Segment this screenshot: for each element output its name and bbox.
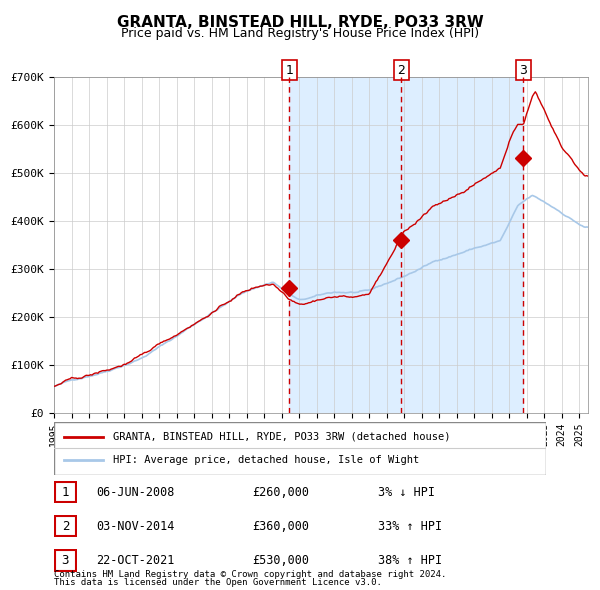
FancyBboxPatch shape <box>55 482 76 502</box>
Text: 2: 2 <box>397 64 406 77</box>
Text: 1: 1 <box>286 64 293 77</box>
Text: 06-JUN-2008: 06-JUN-2008 <box>96 486 175 499</box>
Text: 33% ↑ HPI: 33% ↑ HPI <box>378 520 442 533</box>
FancyBboxPatch shape <box>55 516 76 536</box>
Text: GRANTA, BINSTEAD HILL, RYDE, PO33 3RW: GRANTA, BINSTEAD HILL, RYDE, PO33 3RW <box>116 15 484 30</box>
Text: 03-NOV-2014: 03-NOV-2014 <box>96 520 175 533</box>
Bar <box>289 77 523 413</box>
Text: 3: 3 <box>520 64 527 77</box>
Text: £360,000: £360,000 <box>252 520 309 533</box>
Text: £260,000: £260,000 <box>252 486 309 499</box>
Text: This data is licensed under the Open Government Licence v3.0.: This data is licensed under the Open Gov… <box>54 578 382 587</box>
Text: 3% ↓ HPI: 3% ↓ HPI <box>378 486 435 499</box>
Text: £530,000: £530,000 <box>252 554 309 567</box>
FancyBboxPatch shape <box>55 550 76 571</box>
Text: 1: 1 <box>62 486 69 499</box>
Text: 38% ↑ HPI: 38% ↑ HPI <box>378 554 442 567</box>
Text: HPI: Average price, detached house, Isle of Wight: HPI: Average price, detached house, Isle… <box>113 455 419 465</box>
Text: 22-OCT-2021: 22-OCT-2021 <box>96 554 175 567</box>
FancyBboxPatch shape <box>54 422 546 475</box>
Text: Contains HM Land Registry data © Crown copyright and database right 2024.: Contains HM Land Registry data © Crown c… <box>54 571 446 579</box>
Text: GRANTA, BINSTEAD HILL, RYDE, PO33 3RW (detached house): GRANTA, BINSTEAD HILL, RYDE, PO33 3RW (d… <box>113 432 451 442</box>
Text: 3: 3 <box>62 554 69 567</box>
Text: Price paid vs. HM Land Registry's House Price Index (HPI): Price paid vs. HM Land Registry's House … <box>121 27 479 40</box>
Text: 2: 2 <box>62 520 69 533</box>
